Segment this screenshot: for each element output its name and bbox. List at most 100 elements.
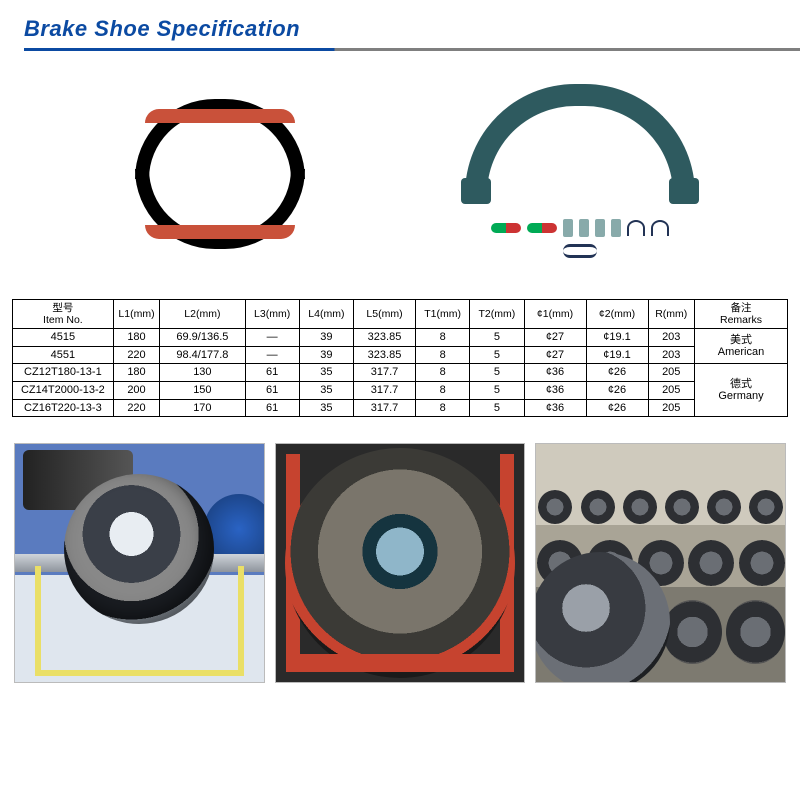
table-header-cell: ¢1(mm) bbox=[524, 300, 586, 329]
header-en: T2(mm) bbox=[473, 308, 520, 320]
header-en: Item No. bbox=[16, 314, 110, 326]
table-cell: 5 bbox=[470, 346, 524, 364]
table-cell: ¢36 bbox=[524, 382, 586, 400]
header-en: L4(mm) bbox=[303, 308, 350, 320]
table-cell: 317.7 bbox=[354, 399, 416, 417]
table-cell: ¢36 bbox=[524, 364, 586, 382]
header-cn: 备注 bbox=[698, 302, 784, 314]
table-row: CZ14T2000-13-22001506135317.785¢36¢26205 bbox=[13, 382, 788, 400]
photo-factory-axles bbox=[535, 443, 786, 683]
axle-row-icon bbox=[536, 490, 785, 524]
table-cell: 5 bbox=[470, 399, 524, 417]
header-en: L2(mm) bbox=[163, 308, 241, 320]
table-cell: — bbox=[245, 346, 299, 364]
remark-cn: 美式 bbox=[698, 334, 784, 347]
header-en: R(mm) bbox=[652, 308, 692, 320]
table-remark-cell: 美式American bbox=[695, 329, 788, 364]
table-header-cell: 型号Item No. bbox=[13, 300, 114, 329]
table-header-cell: L5(mm) bbox=[354, 300, 416, 329]
brake-shoe-pair-graphic bbox=[125, 99, 315, 249]
photo-row bbox=[0, 417, 800, 683]
header-en: L1(mm) bbox=[117, 308, 157, 320]
product-images-row bbox=[0, 59, 800, 299]
table-cell: 205 bbox=[648, 364, 695, 382]
table-cell: 8 bbox=[416, 382, 470, 400]
brake-shoe-bottom-icon bbox=[135, 169, 305, 249]
table-header-cell: ¢2(mm) bbox=[586, 300, 648, 329]
table-cell: 220 bbox=[113, 399, 160, 417]
table-cell: ¢36 bbox=[524, 399, 586, 417]
page-title: Brake Shoe Specification bbox=[24, 16, 800, 42]
table-cell: 203 bbox=[648, 346, 695, 364]
table-header-cell: 备注Remarks bbox=[695, 300, 788, 329]
brake-shoe-top-icon bbox=[135, 99, 305, 179]
table-cell: 180 bbox=[113, 329, 160, 347]
table-row: CZ16T220-13-32201706135317.785¢36¢26205 bbox=[13, 399, 788, 417]
table-cell: 5 bbox=[470, 382, 524, 400]
table-cell: 200 bbox=[113, 382, 160, 400]
table-cell: ¢27 bbox=[524, 346, 586, 364]
table-cell: 220 bbox=[113, 346, 160, 364]
table-cell: 205 bbox=[648, 399, 695, 417]
table-header-cell: R(mm) bbox=[648, 300, 695, 329]
table-header-cell: L4(mm) bbox=[299, 300, 353, 329]
remark-cn: 德式 bbox=[698, 378, 784, 391]
table-cell: CZ12T180-13-1 bbox=[13, 364, 114, 382]
remark-en: Germany bbox=[698, 390, 784, 403]
header-cn: 型号 bbox=[16, 302, 110, 314]
product-image-brake-shoe-pair bbox=[70, 84, 370, 264]
header-en: Remarks bbox=[698, 314, 784, 326]
photo-brake-drum-closeup bbox=[275, 443, 526, 683]
coil-spring-icon bbox=[563, 244, 597, 258]
spring-icon bbox=[491, 223, 521, 233]
hook-icon bbox=[627, 220, 645, 236]
table-header-row: 型号Item No.L1(mm)L2(mm)L3(mm)L4(mm)L5(mm)… bbox=[13, 300, 788, 329]
table-remark-cell: 德式Germany bbox=[695, 364, 788, 417]
table-cell: 5 bbox=[470, 364, 524, 382]
table-cell: 39 bbox=[299, 329, 353, 347]
header-en: ¢1(mm) bbox=[528, 308, 583, 320]
table-cell: 323.85 bbox=[354, 346, 416, 364]
table-cell: 180 bbox=[113, 364, 160, 382]
table-cell: 4515 bbox=[13, 329, 114, 347]
table-row: 455122098.4/177.8—39323.8585¢27¢19.1203 bbox=[13, 346, 788, 364]
table-cell: 61 bbox=[245, 382, 299, 400]
table-cell: 39 bbox=[299, 346, 353, 364]
table-header-cell: T2(mm) bbox=[470, 300, 524, 329]
table-cell: ¢26 bbox=[586, 364, 648, 382]
table-cell: 5 bbox=[470, 329, 524, 347]
table-header-cell: L2(mm) bbox=[160, 300, 245, 329]
table-cell: 150 bbox=[160, 382, 245, 400]
table-row: 451518069.9/136.5—39323.8585¢27¢19.1203美… bbox=[13, 329, 788, 347]
barrel-icon bbox=[563, 219, 573, 237]
table-cell: 170 bbox=[160, 399, 245, 417]
spec-table: 型号Item No.L1(mm)L2(mm)L3(mm)L4(mm)L5(mm)… bbox=[12, 299, 788, 417]
table-cell: 61 bbox=[245, 364, 299, 382]
table-cell: 323.85 bbox=[354, 329, 416, 347]
photo-axle-hub-stand bbox=[14, 443, 265, 683]
table-cell: 8 bbox=[416, 399, 470, 417]
table-cell: 317.7 bbox=[354, 364, 416, 382]
brake-shoe-large-icon bbox=[465, 84, 695, 194]
header-en: ¢2(mm) bbox=[590, 308, 645, 320]
hardware-kit-icons bbox=[480, 218, 680, 258]
table-cell: 203 bbox=[648, 329, 695, 347]
table-cell: CZ16T220-13-3 bbox=[13, 399, 114, 417]
barrel-icon bbox=[611, 219, 621, 237]
table-cell: ¢26 bbox=[586, 382, 648, 400]
table-row: CZ12T180-13-11801306135317.785¢36¢26205德… bbox=[13, 364, 788, 382]
table-cell: 8 bbox=[416, 329, 470, 347]
table-cell: 61 bbox=[245, 399, 299, 417]
yellow-stand-icon bbox=[35, 566, 244, 676]
spec-table-container: 型号Item No.L1(mm)L2(mm)L3(mm)L4(mm)L5(mm)… bbox=[0, 299, 800, 417]
table-cell: ¢19.1 bbox=[586, 346, 648, 364]
table-cell: 35 bbox=[299, 364, 353, 382]
title-bar: Brake Shoe Specification bbox=[0, 0, 800, 59]
table-cell: ¢19.1 bbox=[586, 329, 648, 347]
brake-drum-icon bbox=[285, 448, 515, 678]
table-cell: 8 bbox=[416, 364, 470, 382]
table-header-cell: T1(mm) bbox=[416, 300, 470, 329]
table-cell: CZ14T2000-13-2 bbox=[13, 382, 114, 400]
table-cell: 317.7 bbox=[354, 382, 416, 400]
red-frame-icon bbox=[286, 654, 515, 672]
